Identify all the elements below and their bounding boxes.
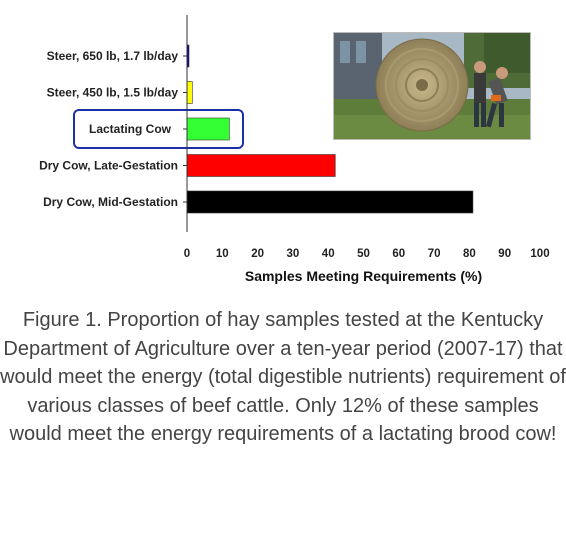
bar-dry-cow-late-gestation <box>186 154 336 177</box>
x-tick-label: 60 <box>392 248 405 260</box>
x-ticks: 0 10 20 30 40 50 60 70 80 90 100 <box>184 248 550 260</box>
figure: Steer, 650 lb, 1.7 lb/day Steer, 450 lb, … <box>39 15 550 284</box>
category-label: Dry Cow, Late-Gestation <box>39 159 178 173</box>
x-tick-label: 10 <box>216 248 229 260</box>
x-tick-label: 70 <box>428 248 441 260</box>
x-tick-label: 90 <box>498 248 511 260</box>
hay-bale-photo <box>333 32 531 140</box>
bar-chart: Steer, 650 lb, 1.7 lb/day Steer, 450 lb, … <box>39 15 550 284</box>
bar-dry-cow-mid-gestation <box>186 190 474 214</box>
bar-lactating-cow <box>186 117 230 141</box>
figure-caption: Figure 1. Proportion of hay samples test… <box>0 309 566 445</box>
x-tick-label: 50 <box>357 248 370 260</box>
x-tick-label: 0 <box>184 248 190 260</box>
category-label: Lactating Cow <box>89 122 172 136</box>
x-tick-label: 80 <box>463 248 476 260</box>
category-label: Steer, 450 lb, 1.5 lb/day <box>47 86 179 100</box>
x-tick-label: 20 <box>251 248 264 260</box>
x-tick-label: 30 <box>287 248 300 260</box>
x-axis-title: Samples Meeting Requirements (%) <box>245 268 482 284</box>
highlight-box <box>73 109 244 149</box>
bar-steer-450-lb-1-5-lb-day <box>186 81 193 104</box>
x-tick-label: 100 <box>530 248 549 260</box>
category-label: Dry Cow, Mid-Gestation <box>43 195 178 209</box>
x-tick-label: 40 <box>322 248 335 260</box>
category-labels: Steer, 650 lb, 1.7 lb/day Steer, 450 lb, … <box>39 49 244 209</box>
category-label: Steer, 650 lb, 1.7 lb/day <box>47 49 179 63</box>
